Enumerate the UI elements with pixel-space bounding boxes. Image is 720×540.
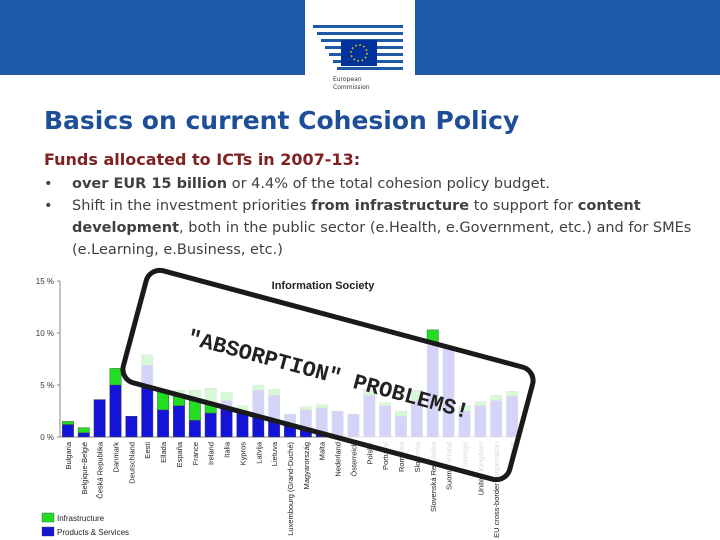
x-tick-label: Kypros [238, 442, 247, 466]
bullet-text: content development [72, 198, 641, 236]
logo [305, 0, 415, 100]
x-tick-label: Belgique-België [80, 442, 89, 495]
legend-swatch [41, 526, 55, 537]
bar-segment [188, 420, 201, 438]
x-tick-label: Česká Republika [96, 441, 105, 499]
x-tick-label: EU cross-border cooperation [492, 442, 501, 538]
bar-segment [173, 405, 185, 438]
bullet-text: to support for [469, 198, 578, 214]
stamp: "ABSORPTION" PROBLEMS! [120, 267, 536, 483]
legend-label: Products & Services [57, 528, 129, 537]
x-tick-label: Eesti [143, 442, 152, 459]
bullet-list: over EUR 15 billion or 4.4% of the total… [44, 173, 704, 261]
legend-label: Infrastructure [57, 514, 105, 523]
x-tick-label: Magyarország [302, 442, 311, 490]
y-tick-label: 15 % [36, 277, 54, 286]
x-tick-label: Luxembourg (Grand-Duché) [286, 442, 295, 536]
bullet-text: from infrastructure [311, 198, 470, 214]
legend-swatch [41, 512, 55, 523]
bar-segment [77, 427, 90, 434]
x-tick-label: Bulgaria [64, 441, 73, 469]
subtitle: Funds allocated to ICTs in 2007-13: [44, 150, 361, 169]
logo-line: European [333, 76, 362, 83]
y-tick-label: 5 % [40, 381, 54, 390]
logo-graphic [313, 25, 403, 70]
bar-segment [62, 424, 74, 438]
bar-segment [125, 416, 138, 438]
bullet: over EUR 15 billion or 4.4% of the total… [44, 173, 704, 195]
x-tick-label: France [191, 442, 200, 465]
bullet-text: over EUR 15 billion [72, 176, 228, 192]
bullet-text: , both in the public sector (e.Health, e… [72, 220, 692, 258]
x-tick-label: Danmark [112, 442, 121, 473]
bar-segment [204, 412, 217, 438]
stamp-frame [120, 267, 536, 483]
x-tick-label: Lietuva [270, 441, 279, 466]
x-tick-label: Nederland [334, 442, 343, 477]
x-tick-label: Ireland [207, 442, 216, 465]
bullet-text: Shift in the investment priorities [72, 198, 312, 214]
bar-segment [109, 368, 122, 386]
x-tick-label: Deutschland [127, 442, 136, 484]
bar-segment [157, 409, 170, 438]
bar-segment [77, 432, 90, 438]
logo-line: Commission [333, 84, 370, 91]
x-tick-label: España [175, 441, 184, 467]
bar-segment [109, 384, 122, 438]
y-tick-label: 0 % [40, 433, 54, 442]
x-tick-label: Polska [365, 441, 374, 464]
x-tick-label: Ellada [159, 441, 168, 463]
bullet-text: or 4.4% of the total cohesion policy bud… [227, 176, 550, 192]
y-tick-label: 10 % [36, 329, 54, 338]
slide-title: Basics on current Cohesion Policy [44, 106, 520, 135]
x-tick-label: Portugal [381, 442, 390, 470]
bullet: Shift in the investment priorities from … [44, 195, 704, 261]
chart-title: Information Society [272, 280, 376, 292]
logo-text: European Commission [333, 76, 370, 92]
x-tick-label: Slovenská Republika [429, 441, 438, 512]
x-tick-label: Italia [223, 441, 232, 458]
x-tick-label: Latvija [254, 441, 263, 464]
x-tick-label: Malta [318, 441, 327, 460]
x-tick-label: Österreich [349, 442, 358, 477]
bar-segment [93, 399, 106, 438]
bar-segment [62, 421, 74, 425]
